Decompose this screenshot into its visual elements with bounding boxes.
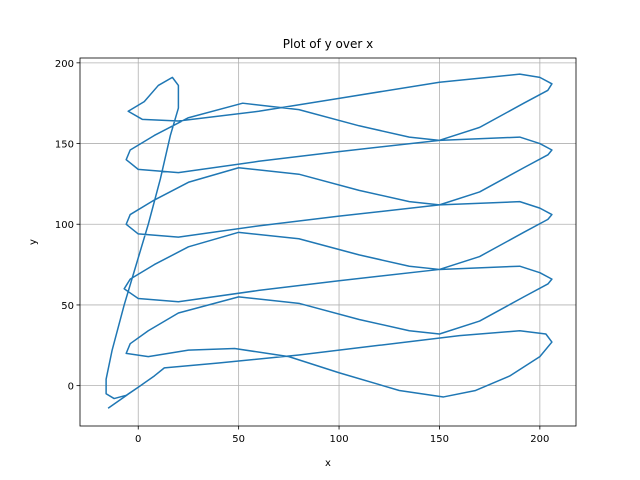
chart-title: Plot of y over x: [283, 37, 373, 51]
y-tick-label: 50: [61, 301, 74, 312]
x-tick-label: 50: [232, 434, 245, 445]
data-line: [105, 73, 553, 409]
x-tick-label: 100: [329, 434, 348, 445]
x-axis-label: x: [325, 458, 331, 469]
x-tick-label: 200: [530, 434, 549, 445]
y-axis-label: y: [28, 239, 39, 245]
x-tick-label: 0: [135, 434, 141, 445]
y-tick-label: 150: [55, 140, 74, 151]
y-tick-label: 100: [55, 220, 74, 231]
plot-frame: [79, 57, 577, 427]
y-tick-label: 0: [68, 382, 74, 393]
y-tick-label: 200: [55, 59, 74, 70]
x-tick-label: 150: [430, 434, 449, 445]
